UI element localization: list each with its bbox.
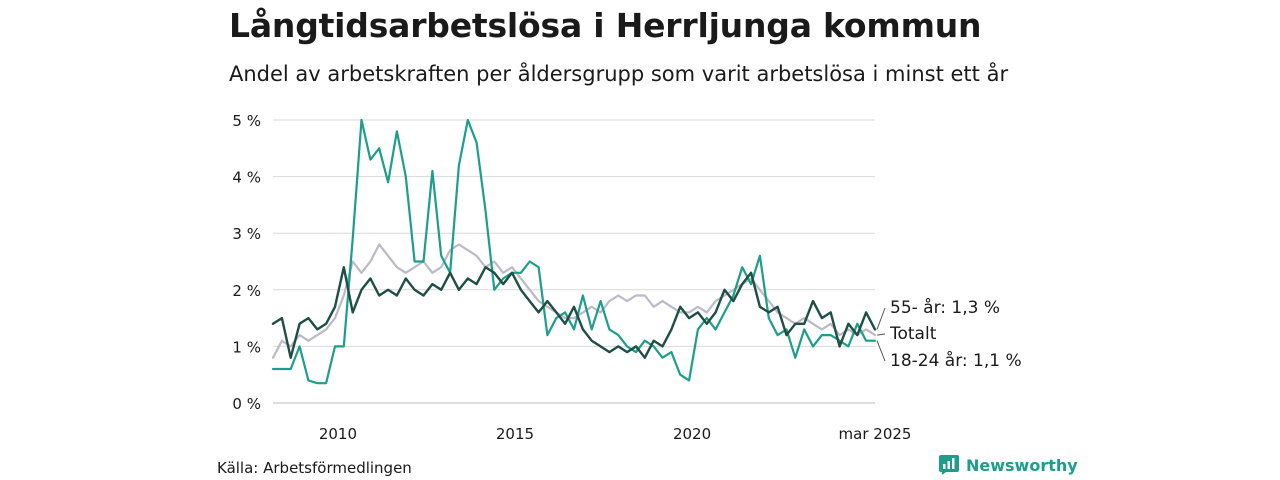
y-tick-label: 2 % bbox=[232, 282, 261, 300]
y-tick-label: 5 % bbox=[232, 112, 261, 130]
x-tick-label: 2010 bbox=[319, 425, 357, 443]
series-end-label: 55- år: 1,3 % bbox=[890, 297, 1000, 318]
x-tick-label: 2020 bbox=[673, 425, 711, 443]
label-connector bbox=[876, 333, 886, 336]
y-tick-label: 1 % bbox=[232, 338, 261, 356]
newsworthy-logo-icon bbox=[939, 455, 959, 475]
label-connector bbox=[876, 340, 886, 362]
series-end-label: 18-24 år: 1,1 % bbox=[890, 350, 1022, 371]
brand-name: Newsworthy bbox=[966, 455, 1078, 475]
series-line-total bbox=[271, 243, 877, 359]
y-tick-label: 4 % bbox=[232, 169, 261, 187]
y-tick-label: 3 % bbox=[232, 225, 261, 243]
source-note: Källa: Arbetsförmedlingen bbox=[217, 459, 412, 477]
label-connector bbox=[876, 307, 886, 330]
chart-subtitle: Andel av arbetskraften per åldersgrupp s… bbox=[229, 62, 1009, 86]
chart-title: Långtidsarbetslösa i Herrljunga kommun bbox=[229, 6, 982, 45]
series-line-senior bbox=[271, 266, 877, 359]
brand-logo: Newsworthy bbox=[939, 455, 1078, 475]
series-end-label: Totalt bbox=[889, 324, 937, 344]
series-line-youth bbox=[271, 118, 877, 385]
y-tick-label: 0 % bbox=[232, 395, 261, 413]
x-tick-label: 2015 bbox=[496, 425, 534, 443]
x-tick-label: mar 2025 bbox=[839, 425, 912, 443]
